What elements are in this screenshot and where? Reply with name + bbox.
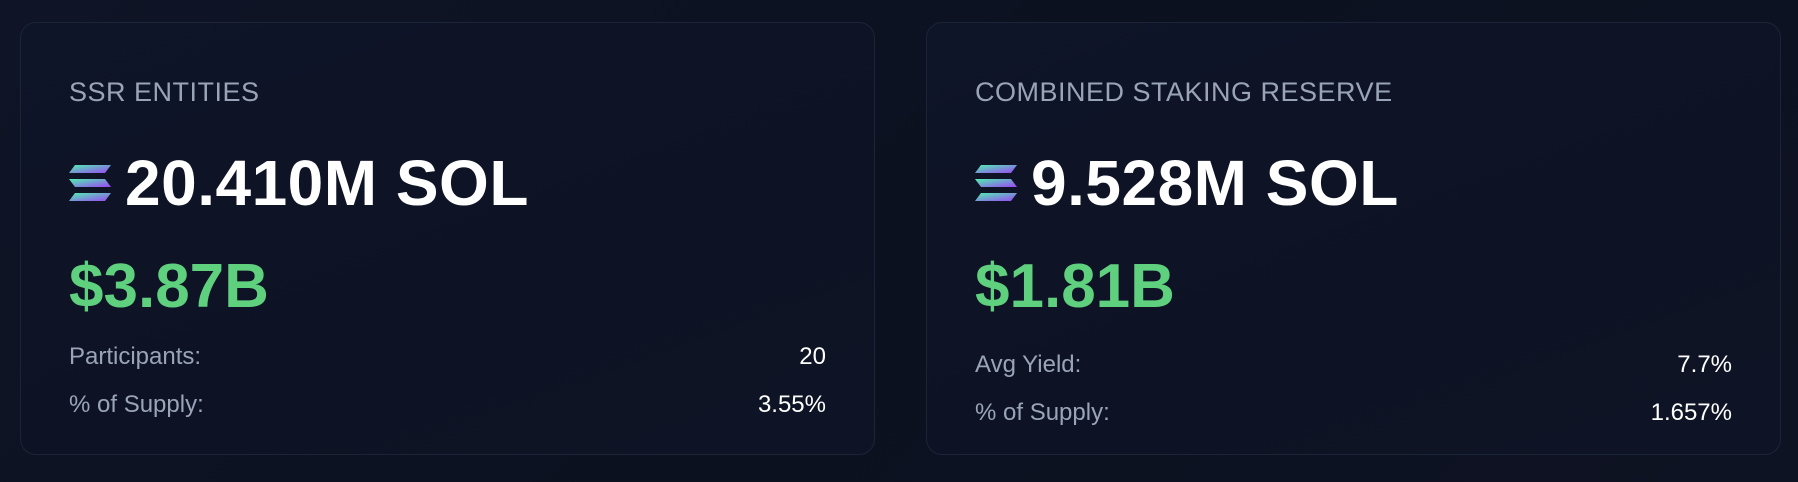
sol-amount-row: 20.410M SOL bbox=[69, 143, 529, 223]
ssr-entities-card: SSR ENTITIES 20.410M SOL $3.87B bbox=[20, 22, 875, 455]
stat-row-avg-yield: Avg Yield: 7.7% bbox=[975, 351, 1732, 379]
stat-label: % of Supply: bbox=[975, 399, 1110, 426]
sol-amount-row: 9.528M SOL bbox=[975, 143, 1399, 223]
card-title: SSR ENTITIES bbox=[69, 77, 260, 107]
stat-value: 7.7% bbox=[1677, 351, 1732, 378]
stat-label: Participants: bbox=[69, 343, 202, 370]
stat-value: 3.55% bbox=[757, 391, 826, 418]
stat-label: % of Supply: bbox=[69, 391, 204, 418]
stat-row-supply: % of Supply: 3.55% bbox=[69, 391, 826, 419]
stat-value: 1.657% bbox=[1650, 399, 1732, 426]
combined-staking-reserve-card: COMBINED STAKING RESERVE 9.528M SOL $ bbox=[926, 22, 1781, 455]
stat-value: 20 bbox=[799, 343, 826, 370]
solana-logo-icon bbox=[975, 165, 1017, 201]
solana-logo-icon bbox=[69, 165, 111, 201]
usd-value: $3.87B bbox=[69, 252, 269, 321]
usd-value: $1.81B bbox=[975, 252, 1175, 321]
sol-amount: 20.410M SOL bbox=[125, 147, 529, 219]
stat-row-supply: % of Supply: 1.657% bbox=[975, 399, 1732, 427]
stat-row-participants: Participants: 20 bbox=[69, 343, 826, 371]
stat-label: Avg Yield: bbox=[975, 351, 1082, 378]
card-title: COMBINED STAKING RESERVE bbox=[975, 77, 1393, 107]
sol-amount: 9.528M SOL bbox=[1031, 147, 1399, 219]
